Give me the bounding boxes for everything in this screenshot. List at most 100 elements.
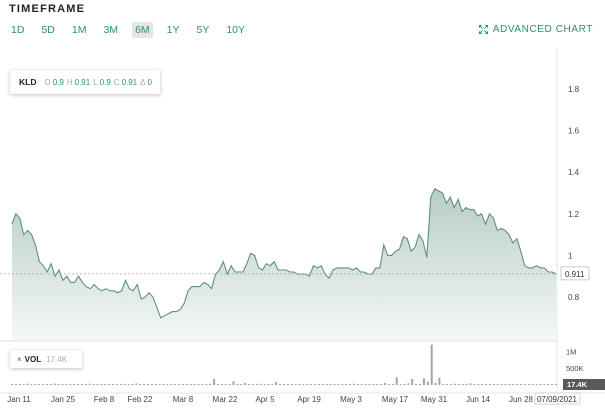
volume-bar xyxy=(275,382,278,385)
last-date-label: 07/09/2021 xyxy=(537,395,578,404)
volume-bar xyxy=(438,377,441,385)
volume-bar xyxy=(57,384,60,385)
volume-bar xyxy=(108,384,111,385)
volume-bar xyxy=(11,384,13,385)
timeframe-button-5y[interactable]: 5Y xyxy=(196,24,210,36)
timeframe-button-6m[interactable]: 6M xyxy=(132,22,153,38)
volume-bar xyxy=(555,384,557,385)
x-tick-label-4: Mar 8 xyxy=(173,395,194,404)
volume-bar xyxy=(205,384,208,385)
volume-bar xyxy=(150,384,153,385)
volume-bar xyxy=(182,384,184,385)
x-tick-label-10: May 31 xyxy=(421,395,448,404)
timeframe-button-1m[interactable]: 1M xyxy=(71,24,87,36)
volume-bar xyxy=(547,384,550,385)
x-tick-label-11: Jun 14 xyxy=(466,395,491,404)
volume-bar xyxy=(461,384,464,385)
x-tick-label-7: Apr 19 xyxy=(297,395,321,404)
volume-bar xyxy=(527,384,530,385)
volume-bar xyxy=(92,384,95,385)
last-price-label: 0.911 xyxy=(565,270,585,279)
volume-tick-label-0: 500K xyxy=(566,364,584,373)
volume-bar xyxy=(267,384,270,385)
volume-bar xyxy=(356,384,359,385)
volume-bar xyxy=(465,384,468,385)
volume-bar xyxy=(520,384,522,385)
timeframe-button-10y[interactable]: 10Y xyxy=(226,24,246,36)
volume-bar xyxy=(174,384,177,385)
volume-bar xyxy=(442,384,445,385)
volume-bar xyxy=(22,384,25,385)
volume-bar xyxy=(454,383,456,385)
volume-bar xyxy=(368,384,371,385)
timeframe-button-1d[interactable]: 1D xyxy=(11,24,25,36)
volume-bar xyxy=(333,384,336,385)
volume-bar xyxy=(380,384,383,385)
volume-bar xyxy=(80,384,83,385)
volume-bar xyxy=(415,384,418,385)
volume-bar xyxy=(228,384,231,385)
volume-bar xyxy=(422,378,425,385)
y-tick-label-2: 1.2 xyxy=(568,210,580,219)
volume-bar xyxy=(115,384,118,385)
volume-bar xyxy=(516,384,519,385)
volume-bar xyxy=(337,384,340,385)
legend-low-value: 0.9 xyxy=(99,77,111,87)
y-tick-label-0: 0.8 xyxy=(568,293,580,302)
timeframe-buttons: 1D 5D 1M 3M 6M 1Y 5Y 10Y xyxy=(8,22,259,38)
volume-bar xyxy=(290,384,293,385)
price-chart[interactable]: 0.911 0.8 1 1.2 1.4 1.6 1.8 500K 1M 17.4K Jan 11 Ja… xyxy=(0,50,605,413)
volume-tick-label-1: 1M xyxy=(566,347,576,356)
timeframe-button-5d[interactable]: 5D xyxy=(41,24,55,36)
volume-bar xyxy=(450,384,453,385)
volume-bar xyxy=(372,384,375,385)
advanced-chart-button[interactable]: ADVANCED CHART xyxy=(478,24,593,35)
volume-bar xyxy=(209,384,212,385)
timeframe-button-1y[interactable]: 1Y xyxy=(166,24,180,36)
volume-bar xyxy=(216,384,219,385)
expand-icon xyxy=(478,25,488,34)
volume-bar xyxy=(263,384,266,385)
volume-bar xyxy=(189,384,192,385)
volume-bar xyxy=(298,384,301,385)
volume-bar xyxy=(488,384,491,385)
volume-bar xyxy=(325,384,328,385)
volume-bar xyxy=(352,383,355,385)
volume-bar xyxy=(244,383,247,385)
close-volume-icon[interactable]: × xyxy=(17,354,22,364)
volume-bar xyxy=(321,384,324,385)
volume-bar xyxy=(193,384,196,385)
volume-bar xyxy=(407,383,410,385)
volume-bar xyxy=(236,384,239,385)
volume-bar xyxy=(131,384,134,385)
volume-bar xyxy=(240,384,243,385)
volume-bar xyxy=(492,384,495,385)
volume-bar xyxy=(38,384,41,385)
volume-bar xyxy=(162,384,165,385)
volume-bar xyxy=(42,384,45,385)
volume-bar xyxy=(248,384,250,385)
volume-bar xyxy=(84,384,87,385)
volume-bar xyxy=(69,384,72,385)
volume-bar xyxy=(395,377,398,385)
volume-bar xyxy=(61,384,64,385)
volume-bar xyxy=(251,384,254,385)
volume-bar xyxy=(213,379,216,385)
volume-bar xyxy=(504,384,507,385)
advanced-chart-label: ADVANCED CHART xyxy=(492,24,593,35)
x-tick-label-8: May 3 xyxy=(340,395,362,404)
volume-bar xyxy=(391,384,394,385)
volume-bar xyxy=(65,384,68,385)
volume-bar xyxy=(531,384,534,385)
volume-bar xyxy=(481,384,484,385)
volume-bar xyxy=(310,384,313,385)
volume-bar xyxy=(220,384,223,385)
y-tick-label-5: 1.8 xyxy=(568,85,580,94)
volume-bar xyxy=(426,381,429,385)
volume-last-label: 17.4K xyxy=(567,380,588,389)
volume-bar xyxy=(279,384,282,385)
last-date-badge xyxy=(534,392,581,405)
timeframe-button-3m[interactable]: 3M xyxy=(103,24,119,36)
volume-bar xyxy=(154,384,157,385)
chart-area[interactable]: 0.911 0.8 1 1.2 1.4 1.6 1.8 500K 1M 17.4K Jan 11 Ja… xyxy=(0,50,605,413)
